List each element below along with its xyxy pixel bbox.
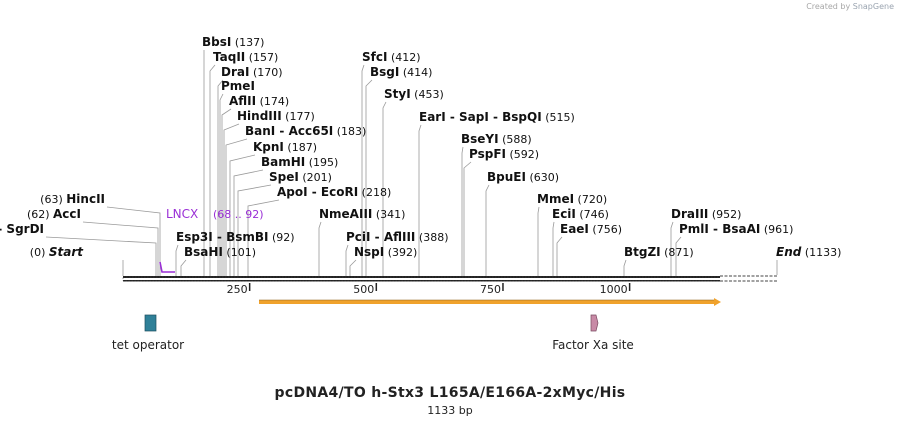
site-leader-line	[82, 221, 159, 276]
site-leader-line	[537, 206, 540, 276]
site-leader-line	[233, 169, 264, 276]
restriction-site-label: PmeI	[221, 79, 255, 93]
site-leader-line	[247, 199, 280, 276]
restriction-site-label: StyI (453)	[384, 87, 444, 101]
snapgene-watermark: Created by SnapGene	[806, 2, 894, 11]
site-leader-line	[209, 64, 216, 276]
restriction-site-label: PmlI - BsaAI (961)	[679, 222, 793, 236]
restriction-site-label: PspFI (592)	[469, 147, 539, 161]
site-leader-line	[623, 259, 627, 276]
restriction-site-label: DraI (170)	[221, 65, 283, 79]
ruler-tick-label: 250	[227, 283, 248, 296]
restriction-site-label: EciI (746)	[552, 207, 609, 221]
site-leader-line	[461, 146, 464, 276]
site-leader-line	[463, 161, 472, 276]
restriction-site-label: SpeI (201)	[269, 170, 332, 184]
site-leader-line	[552, 221, 555, 276]
restriction-site-label: BsaHI (101)	[184, 245, 256, 259]
site-leader-line	[175, 244, 179, 276]
restriction-site-label: DraIII (952)	[671, 207, 741, 221]
restriction-site-label: (63) HincII	[40, 192, 105, 206]
site-leader-line	[237, 184, 272, 276]
site-leader-line	[361, 64, 365, 276]
site-leader-line	[418, 124, 422, 276]
site-leader-line	[45, 236, 157, 276]
plasmid-title: pcDNA4/TO h-Stx3 L165A/E166A-2xMyc/His	[274, 385, 626, 401]
restriction-site-label: (0) Start	[30, 245, 84, 259]
site-leader-line	[106, 206, 161, 276]
site-leader-line	[670, 221, 674, 276]
restriction-site-label: BsgI (414)	[370, 65, 432, 79]
site-leader-lines	[45, 50, 778, 276]
site-leader-line	[382, 101, 387, 276]
restriction-site-label: SfcI (412)	[362, 50, 421, 64]
restriction-site-label: NmeAIII (341)	[319, 207, 405, 221]
ruler-tick-label: 750	[480, 283, 501, 296]
site-leader-line	[345, 244, 349, 276]
restriction-site-label: BanI - Acc65I (183)	[245, 124, 366, 138]
ruler-tick-label: 1000	[600, 283, 628, 296]
restriction-site-label: TaqII (157)	[213, 50, 278, 64]
site-leader-line	[365, 79, 373, 276]
restriction-site-label: NspI (392)	[354, 245, 417, 259]
restriction-site-label: Esp3I - BsmBI (92)	[176, 230, 295, 244]
restriction-site-label: HindIII (177)	[237, 109, 315, 123]
restriction-site-label: MmeI (720)	[537, 192, 607, 206]
site-leader-line	[180, 259, 187, 276]
orf-arrow	[259, 298, 721, 306]
sequence-backbone	[122, 275, 778, 283]
restriction-site-label: (62) AccI	[27, 207, 81, 221]
restriction-site-label: AflII (174)	[229, 94, 289, 108]
site-leader-line	[556, 236, 563, 276]
ruler: 250 500 750 1000	[227, 283, 631, 296]
restriction-site-label: EaeI (756)	[560, 222, 622, 236]
plasmid-length: 1133 bp	[427, 404, 473, 417]
snapgene-logo: SnapGene	[852, 2, 894, 11]
tet-operator-label: tet operator	[112, 338, 184, 352]
restriction-site-label: End (1133)	[776, 245, 841, 259]
site-leader-line	[219, 93, 224, 276]
site-leader-line	[349, 259, 357, 276]
factor-xa-site-feature	[590, 314, 599, 332]
lncx-range: (68 .. 92)	[213, 208, 264, 221]
site-leader-line	[485, 184, 490, 276]
restriction-site-label: KpnI (187)	[253, 140, 317, 154]
site-leader-line	[675, 236, 682, 276]
factor-xa-site-label: Factor Xa site	[552, 338, 634, 352]
restriction-site-label: (61) SalI - SgrDI	[0, 222, 44, 236]
lncx-label: LNCX	[166, 207, 198, 221]
restriction-site-label: BtgZI (871)	[624, 245, 694, 259]
tet-operator-feature	[144, 314, 157, 332]
restriction-site-label: ApoI - EcoRI (218)	[277, 185, 391, 199]
site-leader-line	[318, 221, 322, 276]
restriction-site-label: BamHI (195)	[261, 155, 338, 169]
site-leader-line	[225, 138, 248, 276]
lncx-feature: LNCX (68 .. 92)	[159, 207, 264, 273]
restriction-site-label: BseYI (588)	[461, 132, 532, 146]
restriction-site-label: EarI - SapI - BspQI (515)	[419, 110, 575, 124]
site-leader-line	[229, 154, 256, 276]
watermark-prefix: Created by	[806, 2, 851, 11]
site-leader-line	[223, 123, 240, 276]
restriction-site-label: BpuEI (630)	[487, 170, 559, 184]
site-leader-line	[221, 108, 232, 276]
restriction-site-label: PciI - AflIII (388)	[346, 230, 448, 244]
restriction-site-label: BbsI (137)	[202, 35, 264, 49]
site-leader-line	[217, 79, 224, 276]
ruler-tick-label: 500	[353, 283, 374, 296]
site-labels: (0) Start BsaHI (101)Esp3I - BsmBI (92) (6…	[0, 35, 841, 259]
